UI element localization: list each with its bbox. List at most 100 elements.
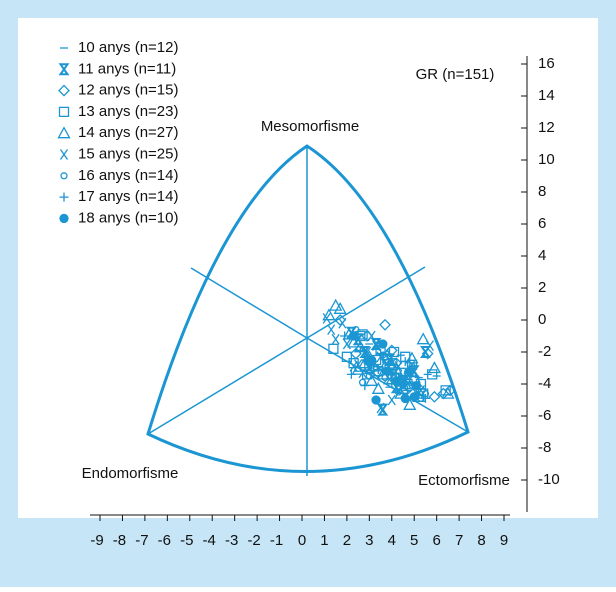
point	[440, 385, 451, 396]
point	[420, 393, 430, 403]
x-tick-label: 3	[365, 532, 373, 549]
point	[390, 358, 398, 366]
y-tick-label: -10	[538, 471, 560, 488]
y-tick-label: 2	[538, 279, 546, 296]
point	[427, 369, 438, 380]
point	[373, 365, 383, 375]
plot-panel	[18, 18, 598, 518]
x-tick-label: 7	[455, 532, 463, 549]
point	[420, 346, 431, 358]
legend-label: 10 anys (n=12)	[78, 39, 178, 56]
x-tick-label: 9	[500, 532, 508, 549]
point	[364, 373, 379, 386]
point	[331, 333, 340, 345]
legend-label: 18 anys (n=10)	[78, 209, 178, 226]
x-tick-label: 1	[320, 532, 328, 549]
x-tick-label: -8	[113, 532, 126, 549]
legend-symbol	[57, 126, 71, 139]
legend-label: 13 anys (n=23)	[78, 103, 178, 120]
point	[358, 367, 367, 379]
point	[371, 381, 385, 394]
point	[382, 366, 392, 376]
point	[367, 330, 376, 342]
y-tick-label: 4	[538, 247, 546, 264]
y-tick-label: 0	[538, 311, 546, 328]
legend-label: 12 anys (n=15)	[78, 82, 178, 99]
x-tick-label: -7	[135, 532, 148, 549]
point	[400, 393, 410, 404]
x-tick-label: -4	[203, 532, 216, 549]
point	[381, 374, 389, 382]
endomorphy-label: Endomorfisme	[82, 465, 179, 482]
point	[406, 359, 418, 370]
point	[342, 338, 351, 350]
x-tick-label: -2	[247, 532, 260, 549]
legend-label: 17 anys (n=14)	[78, 188, 178, 205]
legend-symbol	[60, 172, 68, 180]
x-tick-label: 2	[343, 532, 351, 549]
legend-symbol	[58, 63, 70, 76]
point	[416, 332, 430, 345]
x-tick-label: -6	[158, 532, 171, 549]
legend-symbol	[58, 106, 70, 118]
x-tick-label: 6	[432, 532, 440, 549]
point	[348, 358, 359, 369]
point	[347, 335, 361, 348]
point	[340, 331, 350, 341]
point	[372, 340, 381, 351]
x-tick-label: -5	[180, 532, 193, 549]
point	[427, 361, 442, 374]
y-tick-label: 12	[538, 119, 555, 136]
point	[394, 388, 403, 396]
point	[328, 343, 339, 354]
legend-symbol	[59, 149, 69, 160]
point	[371, 395, 381, 405]
legend-symbol	[59, 192, 69, 202]
point	[341, 351, 353, 362]
group-label: GR (n=151)	[416, 66, 495, 83]
legend-label: 15 anys (n=25)	[78, 145, 178, 162]
point	[378, 339, 388, 349]
point	[405, 366, 415, 376]
legend-label: 11 anys (n=11)	[78, 60, 176, 77]
y-tick-label: 10	[538, 151, 555, 168]
point	[400, 357, 410, 367]
point	[409, 392, 419, 402]
point	[372, 364, 380, 372]
point	[387, 394, 396, 406]
point	[391, 376, 401, 386]
point	[425, 340, 434, 351]
y-tick-label: -4	[538, 375, 551, 392]
x-tick-label: 0	[298, 532, 306, 549]
somatochart-sectors	[147, 146, 469, 476]
ectomorphy-label: Ectomorfisme	[418, 472, 510, 489]
point	[411, 380, 422, 391]
point	[358, 356, 372, 369]
x-tick-label: 4	[388, 532, 396, 549]
somatochart	[146, 144, 470, 476]
y-tick-label: -6	[538, 407, 551, 424]
point	[355, 345, 365, 355]
point	[379, 318, 391, 331]
point	[376, 402, 385, 414]
point	[360, 381, 370, 391]
x-tick-label: 8	[477, 532, 485, 549]
y-tick-label: 14	[538, 87, 555, 104]
point	[329, 298, 343, 311]
point	[399, 378, 407, 386]
legend-label: 14 anys (n=27)	[78, 124, 178, 141]
y-tick-label: 16	[538, 55, 555, 72]
point	[358, 378, 367, 386]
y-tick-label: -8	[538, 439, 551, 456]
point	[346, 369, 356, 379]
point	[363, 346, 372, 358]
legend-label: 16 anys (n=14)	[78, 167, 178, 184]
point	[396, 381, 410, 394]
point	[376, 349, 386, 359]
y-tick-label: -2	[538, 343, 551, 360]
legend-symbol	[59, 213, 69, 224]
point	[333, 301, 347, 314]
point	[377, 403, 389, 416]
point	[441, 386, 455, 399]
